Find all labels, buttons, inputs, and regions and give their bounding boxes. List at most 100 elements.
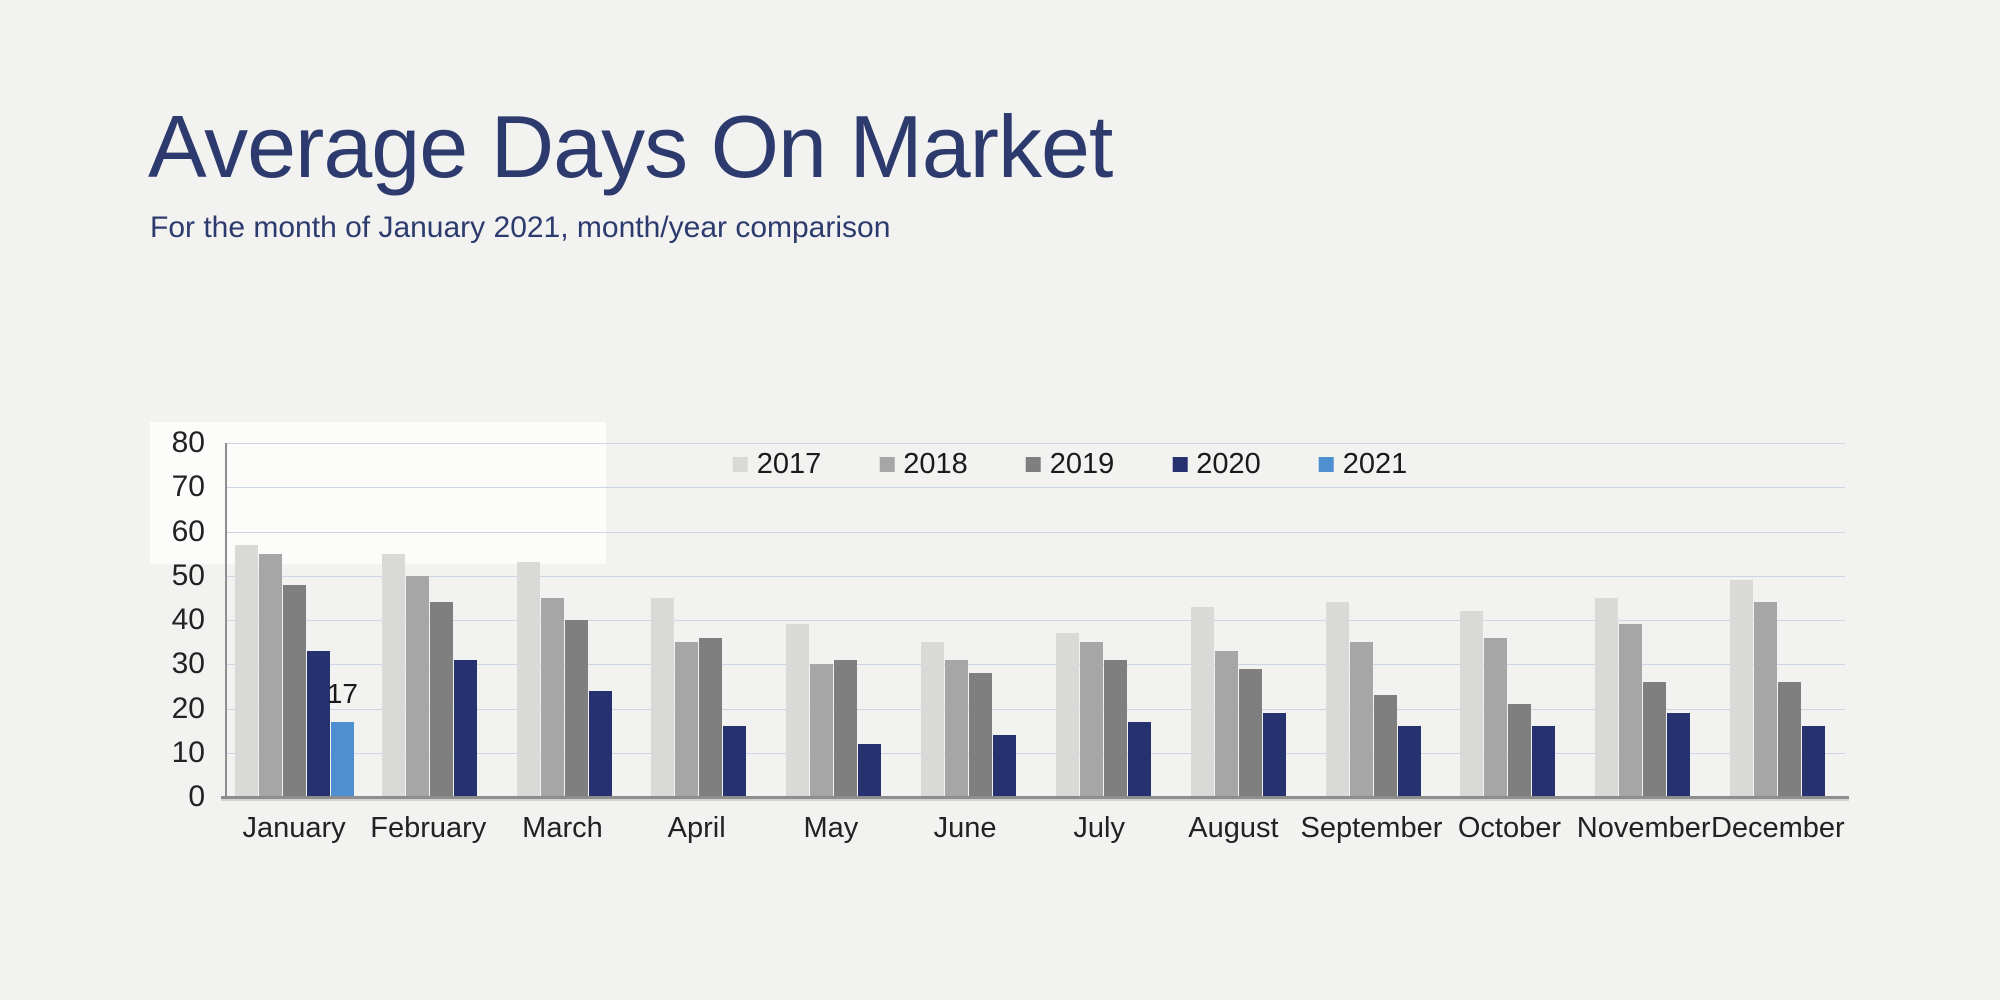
bar-2018-november: [1619, 624, 1643, 797]
bar-2019-january: [282, 585, 306, 797]
bar-2017-march: [516, 562, 540, 797]
legend-swatch-2017: [732, 457, 748, 472]
legend-item-2021: 2021: [1318, 448, 1408, 481]
x-label-november: November: [1576, 812, 1711, 844]
gridline-60: [227, 531, 1845, 533]
y-tick-10: 10: [171, 735, 205, 769]
bar-2021-january: 17: [327, 678, 358, 797]
x-label-february: February: [370, 812, 487, 844]
bar-2019-august: [1238, 669, 1262, 797]
bar-groups: 17: [227, 443, 1845, 797]
x-label-june: June: [933, 812, 997, 844]
page-subtitle: For the month of January 2021, month/yea…: [150, 211, 891, 245]
bar-2017-july: [1055, 633, 1079, 797]
x-label-october: October: [1457, 812, 1562, 844]
x-label-july: July: [1073, 812, 1125, 844]
bar-2020-march: [588, 691, 612, 797]
bar-group-december: [1710, 443, 1845, 797]
y-tick-60: 60: [171, 514, 205, 548]
gridline-40: [227, 620, 1845, 621]
bar-2019-june: [969, 673, 993, 797]
y-tick-20: 20: [171, 691, 205, 725]
x-label-april: April: [667, 812, 726, 844]
bar-2018-june: [945, 660, 969, 797]
chart-plot-area: 0 10 20 30 40 50 60 70 80 17 2017 2018 2019 2020 202…: [172, 426, 1849, 813]
bar-2017-may: [786, 624, 810, 797]
bar-2018-january: [258, 554, 282, 797]
gridline-10: [227, 752, 1845, 754]
legend-swatch-2019: [1025, 457, 1041, 472]
legend-label-2021: 2021: [1342, 448, 1408, 480]
legend-item-2020: 2020: [1172, 448, 1261, 481]
y-tick-80: 80: [171, 426, 205, 459]
bar-2019-november: [1643, 682, 1667, 797]
bar-2017-december: [1730, 580, 1754, 797]
bar-2017-august: [1190, 607, 1214, 797]
legend-item-2019: 2019: [1025, 448, 1115, 481]
bar-2019-july: [1103, 660, 1127, 797]
bar-2018-august: [1214, 651, 1238, 797]
page-title: Average Days On Market: [148, 97, 1113, 196]
bar-group-may: [766, 443, 901, 797]
bar-group-april: [631, 443, 766, 797]
bar-group-october: [1440, 443, 1575, 797]
bar-2017-april: [651, 598, 675, 797]
bar-2017-february: [381, 554, 405, 797]
bar-2020-december: [1802, 726, 1826, 797]
data-label-2021-january: 17: [326, 678, 358, 709]
bar-2018-april: [675, 642, 699, 797]
gridline-80: [227, 443, 1845, 444]
legend-item-2018: 2018: [879, 448, 968, 481]
bar-2019-september: [1373, 695, 1397, 797]
bar-group-june: [901, 443, 1036, 797]
bar-group-january: 17: [227, 443, 362, 797]
y-axis-line: [225, 443, 227, 797]
bar-2017-january: [234, 545, 258, 797]
chart-header: Average Days On Market For the month of …: [148, 96, 1113, 245]
x-label-january: January: [242, 812, 346, 844]
bar-2019-march: [564, 620, 588, 797]
bar-group-september: [1306, 443, 1441, 797]
y-tick-50: 50: [171, 558, 205, 592]
x-label-september: September: [1300, 812, 1443, 844]
x-label-may: May: [803, 812, 859, 844]
bar-2018-september: [1349, 642, 1373, 797]
x-label-december: December: [1710, 812, 1845, 844]
legend-label-2020: 2020: [1196, 448, 1261, 480]
chart-legend: 2017 2018 2019 2020 2021: [732, 448, 1408, 481]
bar-2017-september: [1325, 602, 1349, 797]
legend-swatch-2020: [1172, 457, 1188, 472]
bar-2017-june: [921, 642, 945, 797]
legend-swatch-2021: [1318, 457, 1334, 472]
bar-2017-october: [1460, 611, 1484, 797]
bar-2018-march: [540, 598, 564, 797]
bar-2019-april: [699, 638, 723, 797]
y-tick-0: 0: [188, 780, 205, 813]
bar-2020-april: [723, 726, 747, 797]
x-axis-line: [221, 796, 1849, 799]
bar-2020-october: [1532, 726, 1556, 797]
bar-2018-february: [405, 576, 429, 797]
bar-2020-august: [1262, 713, 1286, 797]
bar-group-november: [1575, 443, 1710, 797]
bar-2019-october: [1508, 704, 1532, 797]
bar-2018-may: [810, 664, 834, 797]
bar-2020-september: [1397, 726, 1421, 797]
bar-2019-may: [834, 660, 858, 797]
bar-2020-february: [453, 660, 477, 797]
gridline-20: [227, 708, 1845, 710]
bar-2017-november: [1595, 598, 1619, 797]
y-tick-30: 30: [171, 647, 205, 681]
bar-group-august: [1171, 443, 1306, 797]
legend-swatch-2018: [879, 457, 895, 472]
bar-2020-may: [858, 744, 882, 797]
legend-label-2019: 2019: [1049, 448, 1115, 480]
bar-2019-february: [429, 602, 453, 797]
bar-2018-december: [1754, 602, 1778, 797]
legend-label-2017: 2017: [756, 448, 822, 480]
bar-2018-july: [1079, 642, 1103, 797]
bar-2019-december: [1778, 682, 1802, 797]
legend-item-2017: 2017: [732, 448, 822, 481]
bar-group-march: [497, 443, 632, 797]
